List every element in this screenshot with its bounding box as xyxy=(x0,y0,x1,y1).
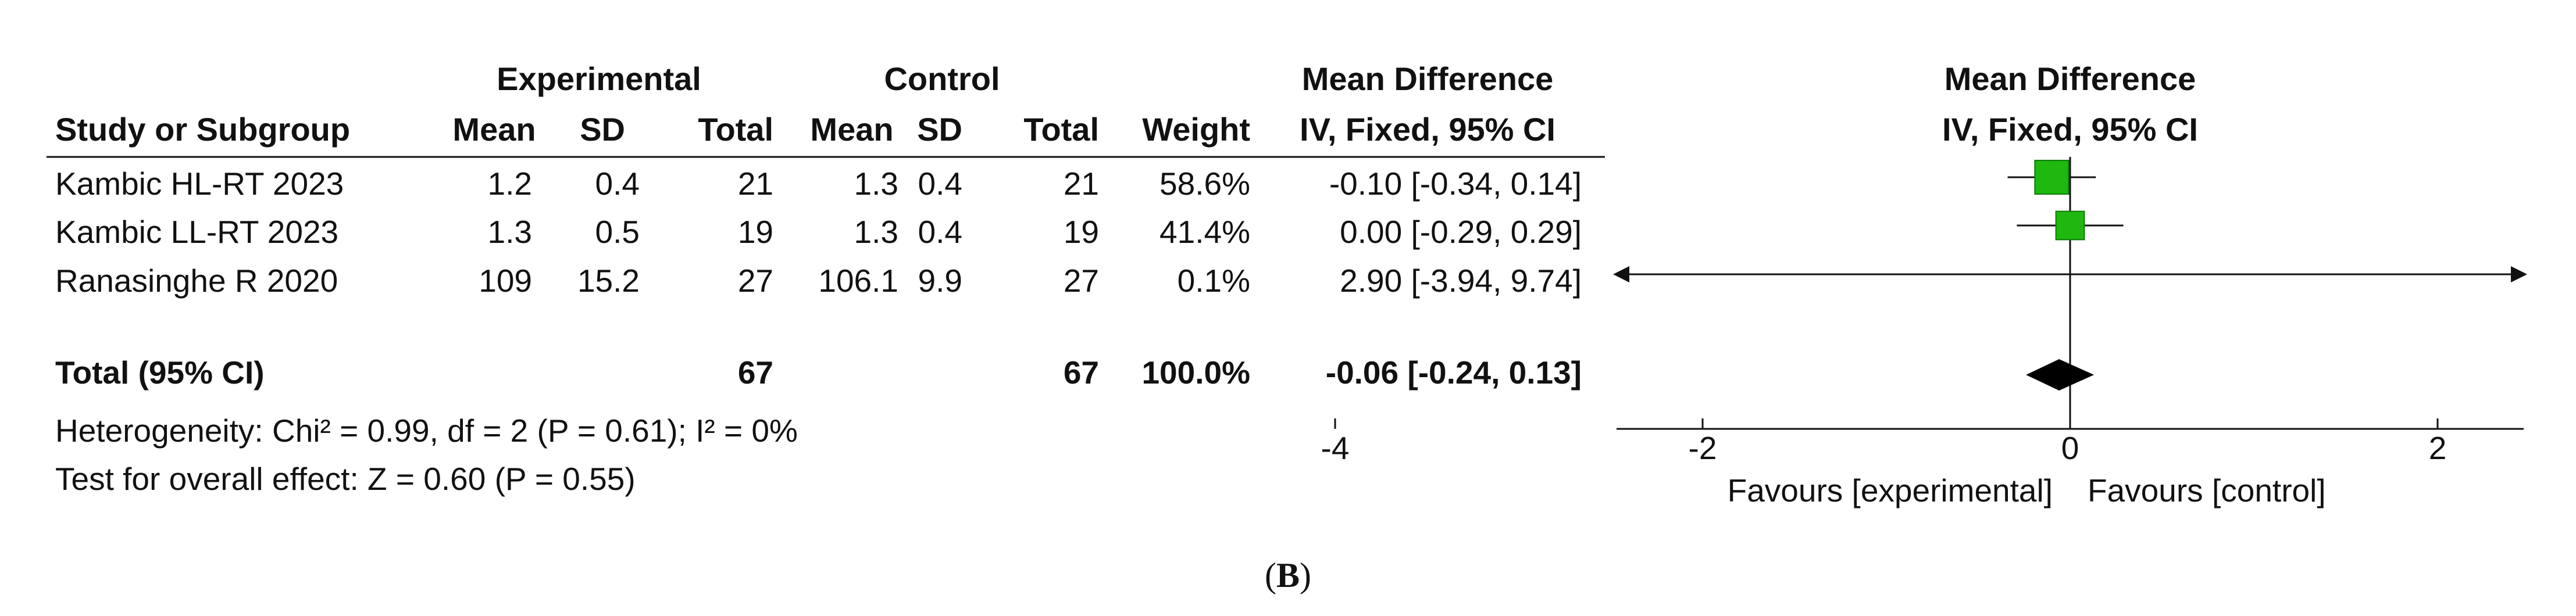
favours-right-label: Favours [control] xyxy=(2088,472,2326,508)
total-label: Total (95% CI) xyxy=(55,354,265,391)
panel-label: (B) xyxy=(1265,556,1311,594)
exp-mean: 1.3 xyxy=(488,214,532,250)
col-header-exp-sd: SD xyxy=(580,111,625,148)
study-name: Ranasinghe R 2020 xyxy=(55,263,338,299)
col-header-weight: Weight xyxy=(1142,111,1250,148)
x-tick-label: -2 xyxy=(1689,430,1717,466)
plot-title: Mean Difference xyxy=(1945,60,2196,97)
experimental-group-header: Experimental xyxy=(497,60,701,97)
col-header-ctl-sd: SD xyxy=(917,111,962,148)
ctl-total: 27 xyxy=(1064,263,1099,299)
ctl-mean: 106.1 xyxy=(818,263,898,299)
col-header-ctl-total: Total xyxy=(1023,111,1099,148)
study-name: Kambic HL-RT 2023 xyxy=(55,166,344,202)
study-name: Kambic LL-RT 2023 xyxy=(55,214,338,250)
study-row: Ranasinghe R 2020 109 15.2 27 106.1 9.9 … xyxy=(55,263,1582,299)
study-marker xyxy=(2034,160,2070,195)
study-marker xyxy=(2055,210,2085,241)
weight: 41.4% xyxy=(1159,214,1250,250)
exp-sd: 0.4 xyxy=(595,166,640,202)
total-ci-text: -0.06 [-0.24, 0.13] xyxy=(1326,354,1582,391)
ci-text: 0.00 [-0.29, 0.29] xyxy=(1340,214,1582,250)
heterogeneity-text: Heterogeneity: Chi² = 0.99, df = 2 (P = … xyxy=(55,413,798,449)
total-weight: 100.0% xyxy=(1141,354,1250,391)
col-header-exp-mean: Mean xyxy=(452,111,536,148)
total-row: Total (95% CI) 67 67 100.0% -0.06 [-0.24… xyxy=(55,354,1582,391)
ci-arrow-left xyxy=(1613,266,1629,282)
forest-plot-area: -4-2024Favours [experimental]Favours [co… xyxy=(1321,157,2527,508)
study-row: Kambic LL-RT 2023 1.3 0.5 19 1.3 0.4 19 … xyxy=(55,214,1582,250)
ctl-total: 21 xyxy=(1064,166,1099,202)
ctl-sd: 9.9 xyxy=(918,263,962,299)
control-group-header: Control xyxy=(884,60,1000,97)
exp-total: 21 xyxy=(738,166,773,202)
exp-mean: 1.2 xyxy=(488,166,532,202)
col-header-ctl-mean: Mean xyxy=(810,111,893,148)
plot-subtitle: IV, Fixed, 95% CI xyxy=(1942,111,2198,148)
x-tick-label: -4 xyxy=(1321,430,1350,466)
exp-sd: 0.5 xyxy=(595,214,640,250)
study-row: Kambic HL-RT 2023 1.2 0.4 21 1.3 0.4 21 … xyxy=(55,166,1582,202)
col-header-study: Study or Subgroup xyxy=(55,111,350,148)
weight: 58.6% xyxy=(1159,166,1250,202)
ctl-mean: 1.3 xyxy=(854,214,898,250)
col-header-ci: IV, Fixed, 95% CI xyxy=(1300,111,1555,148)
exp-sd: 15.2 xyxy=(577,263,640,299)
ctl-sd: 0.4 xyxy=(918,214,962,250)
panel-label-letter: B xyxy=(1276,556,1300,594)
ctl-total: 19 xyxy=(1064,214,1099,250)
ctl-sd: 0.4 xyxy=(918,166,962,202)
ci-text: -0.10 [-0.34, 0.14] xyxy=(1329,166,1582,202)
col-header-exp-total: Total xyxy=(698,111,773,148)
exp-mean: 109 xyxy=(479,263,532,299)
exp-total: 27 xyxy=(738,263,773,299)
overall-effect-text: Test for overall effect: Z = 0.60 (P = 0… xyxy=(55,461,636,497)
total-diamond xyxy=(2026,359,2095,391)
x-tick-label: 0 xyxy=(2061,430,2079,466)
ci-text: 2.90 [-3.94, 9.74] xyxy=(1340,263,1582,299)
exp-total: 19 xyxy=(738,214,773,250)
x-tick-label: 2 xyxy=(2429,430,2447,466)
weight: 0.1% xyxy=(1178,263,1250,299)
favours-left-label: Favours [experimental] xyxy=(1728,472,2053,508)
ci-arrow-right xyxy=(2511,266,2527,282)
md-group-header: Mean Difference xyxy=(1302,60,1554,97)
total-ctl-total: 67 xyxy=(1064,354,1099,391)
ctl-mean: 1.3 xyxy=(854,166,898,202)
total-exp-total: 67 xyxy=(738,354,773,391)
